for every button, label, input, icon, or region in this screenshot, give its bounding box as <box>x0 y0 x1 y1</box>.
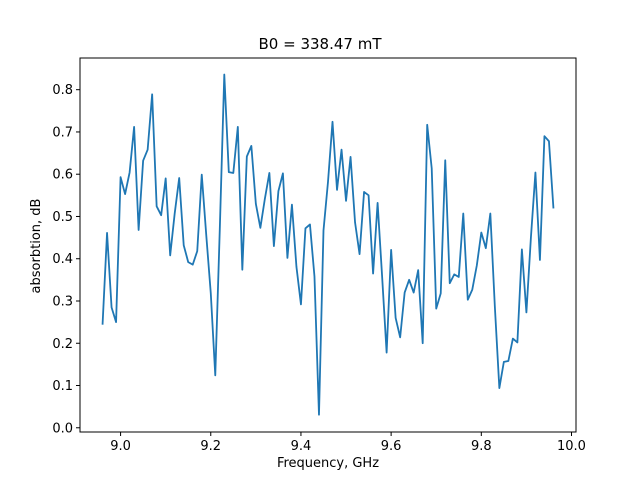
x-tick-label: 9.4 <box>291 439 312 454</box>
x-tick-label: 9.8 <box>471 439 492 454</box>
y-tick-label: 0.5 <box>52 210 73 225</box>
y-tick-label: 0.4 <box>52 252 73 267</box>
x-tick-label: 9.0 <box>110 439 131 454</box>
y-tick-label: 0.1 <box>52 379 73 394</box>
y-tick-label: 0.2 <box>52 337 73 352</box>
x-tick-label: 9.6 <box>381 439 402 454</box>
y-tick-label: 0.7 <box>52 125 73 140</box>
chart-title: B0 = 338.47 mT <box>259 35 383 53</box>
y-tick-label: 0.3 <box>52 294 73 309</box>
y-tick-label: 0.0 <box>52 421 73 436</box>
x-tick-label: 9.2 <box>200 439 221 454</box>
x-tick-label: 10.0 <box>557 439 586 454</box>
y-tick-label: 0.6 <box>52 168 73 183</box>
x-axis-label: Frequency, GHz <box>277 456 379 471</box>
y-axis-label: absorbtion, dB <box>29 199 44 294</box>
y-tick-label: 0.8 <box>52 83 73 98</box>
